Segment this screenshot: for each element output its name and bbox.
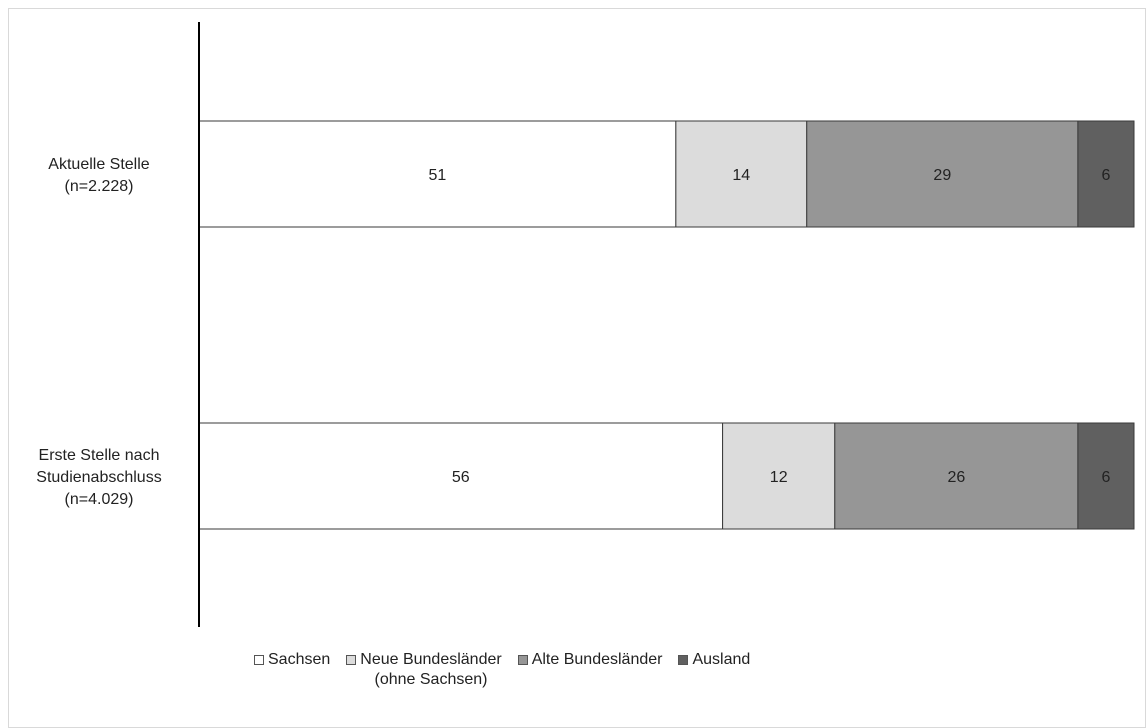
- data-label-0-2: 29: [933, 167, 951, 184]
- data-label-1-1: 12: [770, 469, 788, 486]
- legend-swatch-3: [678, 655, 689, 665]
- bar-segment-1-0: [198, 422, 724, 530]
- stacked-bar-chart: 51 14 29 6 Aktuelle Stelle (n=2.228) 56 12 26 6 Er…: [36, 22, 1135, 627]
- bar-segment-0-0: [198, 120, 677, 228]
- bar-segment-0-2: [806, 120, 1079, 228]
- legend-label-1: Neue Bundesländer (ohne Sachsen): [360, 651, 502, 688]
- legend-label-2: Alte Bundesländer: [531, 651, 663, 668]
- legend-label-0: Sachsen: [268, 651, 331, 668]
- data-label-1-0: 56: [452, 469, 470, 486]
- bar-segment-0-1: [675, 120, 808, 228]
- bar-segment-1-3: [1077, 422, 1135, 530]
- legend-label-3: Ausland: [692, 651, 751, 668]
- legend: Sachsen Neue Bundesländer (ohne Sachsen) A…: [254, 650, 766, 690]
- data-label-0-3: 6: [1101, 167, 1110, 184]
- bar-segment-1-2: [834, 422, 1079, 530]
- data-label-1-2: 26: [947, 469, 965, 486]
- category-label-1: Erste Stelle nach Studienabschluss (n=4.02…: [36, 447, 161, 508]
- legend-item-1: Neue Bundesländer (ohne Sachsen): [346, 650, 502, 690]
- data-label-0-1: 14: [732, 167, 750, 184]
- data-label-0-0: 51: [429, 167, 447, 184]
- legend-item-2: Alte Bundesländer: [517, 650, 663, 670]
- legend-swatch-0: [254, 655, 264, 665]
- data-label-1-3: 6: [1101, 469, 1110, 486]
- legend-swatch-2: [517, 655, 528, 665]
- legend-swatch-1: [346, 655, 357, 665]
- legend-item-0: Sachsen: [254, 650, 330, 670]
- legend-item-3: Ausland: [678, 650, 750, 670]
- bar-segment-0-3: [1077, 120, 1135, 228]
- bar-segment-1-1: [722, 422, 836, 530]
- category-label-0: Aktuelle Stelle (n=2.228): [48, 156, 149, 195]
